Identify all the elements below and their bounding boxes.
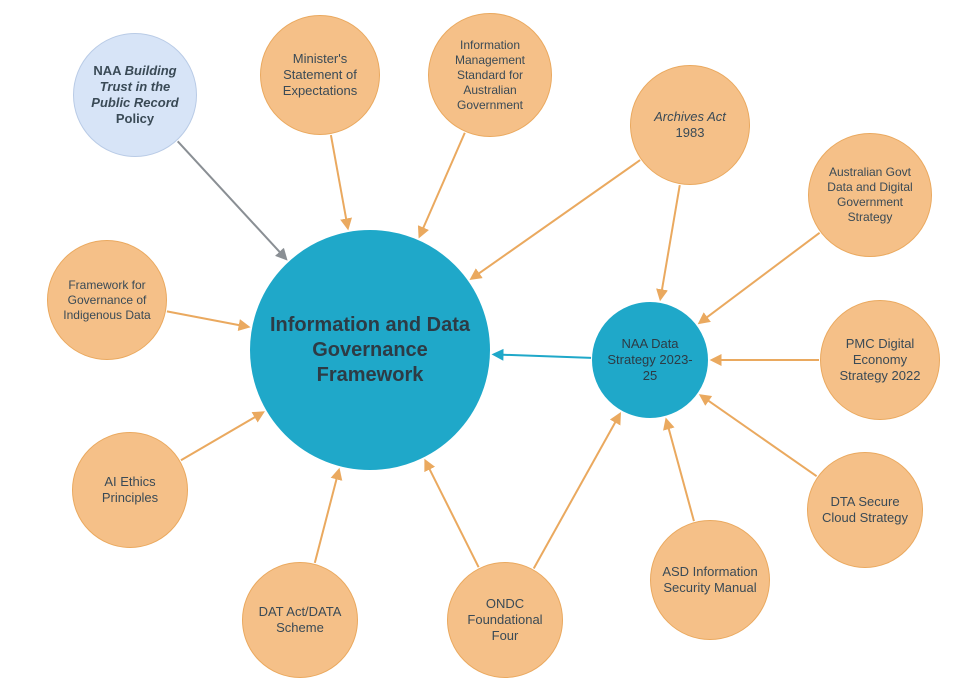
edge-naa_policy-to-center — [178, 141, 286, 258]
node-label-ai_ethics: AI Ethics Principles — [81, 474, 179, 507]
edge-dat_act-to-center — [315, 470, 339, 563]
node-label-center: Information and Data Governance Framewor… — [259, 313, 481, 388]
node-asd: ASD Information Security Manual — [650, 520, 770, 640]
edge-archives_act-to-hub — [660, 185, 679, 299]
node-label-indigenous: Framework for Governance of Indigenous D… — [56, 278, 158, 323]
node-im_standard: Information Management Standard for Aust… — [428, 13, 552, 137]
node-ondc: ONDC Foundational Four — [447, 562, 563, 678]
node-min_expect: Minister's Statement of Expectations — [260, 15, 380, 135]
node-label-asd: ASD Information Security Manual — [659, 564, 761, 597]
node-dat_act: DAT Act/DATA Scheme — [242, 562, 358, 678]
node-label-im_standard: Information Management Standard for Aust… — [437, 38, 543, 113]
edge-hub-to-center — [494, 354, 591, 357]
edge-asd-to-hub — [666, 420, 694, 521]
edge-dta-to-hub — [701, 395, 817, 476]
node-ai_ethics: AI Ethics Principles — [72, 432, 188, 548]
edge-im_standard-to-center — [420, 133, 465, 237]
node-dta: DTA Secure Cloud Strategy — [807, 452, 923, 568]
node-label-hub: NAA Data Strategy 2023-25 — [601, 336, 699, 385]
edge-ondc-to-hub — [534, 414, 620, 568]
edge-ai_ethics-to-center — [181, 412, 263, 460]
node-label-dta: DTA Secure Cloud Strategy — [816, 494, 914, 527]
node-label-naa_policy: NAA Building Trust in the Public Record … — [82, 63, 188, 128]
node-label-pmc: PMC Digital Economy Strategy 2022 — [829, 336, 931, 385]
edge-ondc-to-center — [425, 461, 478, 567]
node-indigenous: Framework for Governance of Indigenous D… — [47, 240, 167, 360]
edge-aus_gov_dd-to-hub — [700, 233, 820, 323]
node-naa_policy: NAA Building Trust in the Public Record … — [73, 33, 197, 157]
node-hub: NAA Data Strategy 2023-25 — [592, 302, 708, 418]
node-label-min_expect: Minister's Statement of Expectations — [269, 51, 371, 100]
edge-min_expect-to-center — [331, 135, 348, 228]
node-label-archives_act: Archives Act 1983 — [639, 109, 741, 142]
edge-indigenous-to-center — [167, 311, 248, 326]
edge-archives_act-to-center — [471, 160, 640, 279]
node-label-aus_gov_dd: Australian Govt Data and Digital Governm… — [817, 165, 923, 225]
node-aus_gov_dd: Australian Govt Data and Digital Governm… — [808, 133, 932, 257]
node-label-dat_act: DAT Act/DATA Scheme — [251, 604, 349, 637]
node-archives_act: Archives Act 1983 — [630, 65, 750, 185]
node-pmc: PMC Digital Economy Strategy 2022 — [820, 300, 940, 420]
diagram-stage: Information and Data Governance Framewor… — [0, 0, 980, 698]
node-center: Information and Data Governance Framewor… — [250, 230, 490, 470]
node-label-ondc: ONDC Foundational Four — [456, 596, 554, 645]
